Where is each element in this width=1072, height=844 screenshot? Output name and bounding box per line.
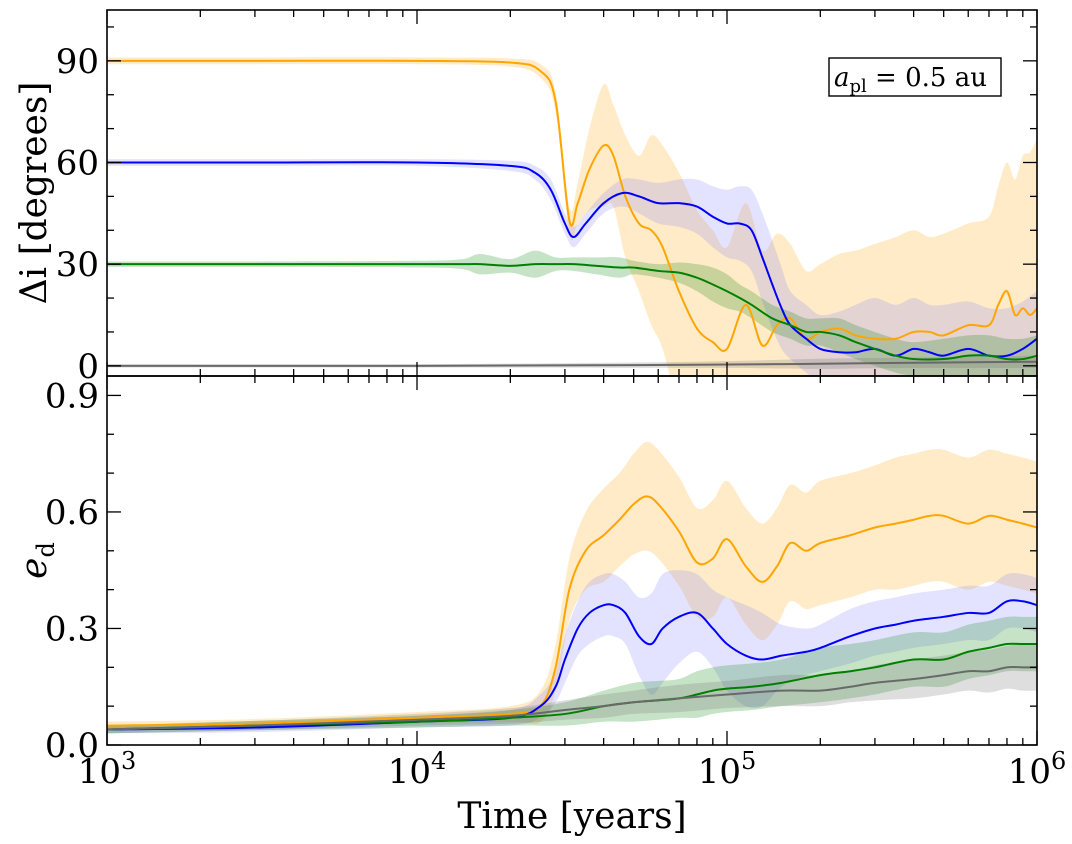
series-1-uncertainty-band xyxy=(107,570,1037,734)
series-2-line xyxy=(107,642,1037,731)
bottom-panel-eccentricity: 0.0 0.3 0.6 0.9 103 104 105 106 ed Time [years] xyxy=(14,375,1067,837)
x-axis-label: Time [years] xyxy=(457,796,686,837)
y-tick-label: 0.6 xyxy=(45,493,99,533)
series-0-uncertainty-band xyxy=(107,441,1037,730)
series-1-uncertainty-band xyxy=(107,158,1037,376)
y-tick-label: 30 xyxy=(56,245,99,285)
plot-area xyxy=(107,57,1037,376)
y-tick-label: 0.3 xyxy=(45,609,99,649)
series-0-uncertainty-band xyxy=(107,57,1037,376)
axes-frame xyxy=(106,375,1038,746)
y-axis-label: Δi [degrees] xyxy=(14,82,55,305)
annotation-box: apl = 0.5 au xyxy=(828,57,1002,97)
series-0-line xyxy=(107,59,1037,352)
x-tick-label: 104 xyxy=(388,747,447,792)
series-1-line xyxy=(107,599,1037,731)
x-tick-label: 103 xyxy=(78,747,137,792)
series-3-line xyxy=(107,360,1037,367)
y-tick-label: 0.9 xyxy=(45,376,99,416)
x-tick-label: 106 xyxy=(1008,747,1067,792)
y-tick-label: 0 xyxy=(77,347,99,387)
y-tick-label: 90 xyxy=(56,42,99,82)
y-tick-label: 60 xyxy=(56,144,99,184)
series-3-line xyxy=(107,666,1037,731)
annotation-text: apl = 0.5 au xyxy=(834,63,987,97)
series-2-uncertainty-band xyxy=(107,250,1037,376)
series-0-line xyxy=(107,495,1037,727)
y-tick-label: 0.0 xyxy=(45,726,99,766)
x-tick-label: 105 xyxy=(698,747,757,792)
series-1-line xyxy=(107,161,1037,358)
series-2-line xyxy=(107,263,1037,361)
y-axis-label: ed xyxy=(14,542,60,579)
plot-area xyxy=(107,441,1037,734)
